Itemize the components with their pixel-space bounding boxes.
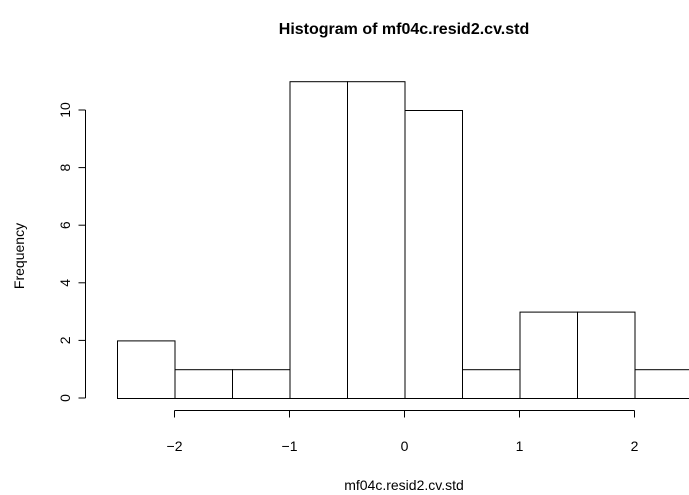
histogram-bar <box>232 369 291 400</box>
x-tick-label: 0 <box>401 438 409 454</box>
histogram-bar <box>577 311 636 400</box>
y-axis-label: Frequency <box>11 223 27 289</box>
y-tick-label: 6 <box>57 221 73 229</box>
histogram-bar <box>174 369 233 400</box>
histogram-bar <box>117 340 176 399</box>
histogram-bar <box>519 311 578 400</box>
y-tick-label: 4 <box>57 279 73 287</box>
x-tick-label: −2 <box>167 438 183 454</box>
histogram-bars <box>117 81 689 400</box>
x-axis-label: mf04c.resid2.cv.std <box>344 477 464 493</box>
x-tick-label: −1 <box>282 438 298 454</box>
histogram-bar <box>634 369 689 400</box>
x-tick-label: 2 <box>631 438 639 454</box>
y-tick-label: 0 <box>57 394 73 402</box>
histogram-bar <box>404 110 463 399</box>
chart-title: Histogram of mf04c.resid2.cv.std <box>279 21 529 38</box>
x-axis: −2 −1 0 1 2 <box>167 410 639 454</box>
y-tick-label: 8 <box>57 163 73 171</box>
x-tick-label: 1 <box>516 438 524 454</box>
histogram-bar <box>462 369 521 400</box>
y-axis: 0 2 4 6 8 10 <box>57 102 86 402</box>
y-tick-label: 10 <box>57 102 73 118</box>
histogram-bar <box>347 81 406 399</box>
histogram-bar <box>289 81 348 399</box>
y-tick-label: 2 <box>57 336 73 344</box>
